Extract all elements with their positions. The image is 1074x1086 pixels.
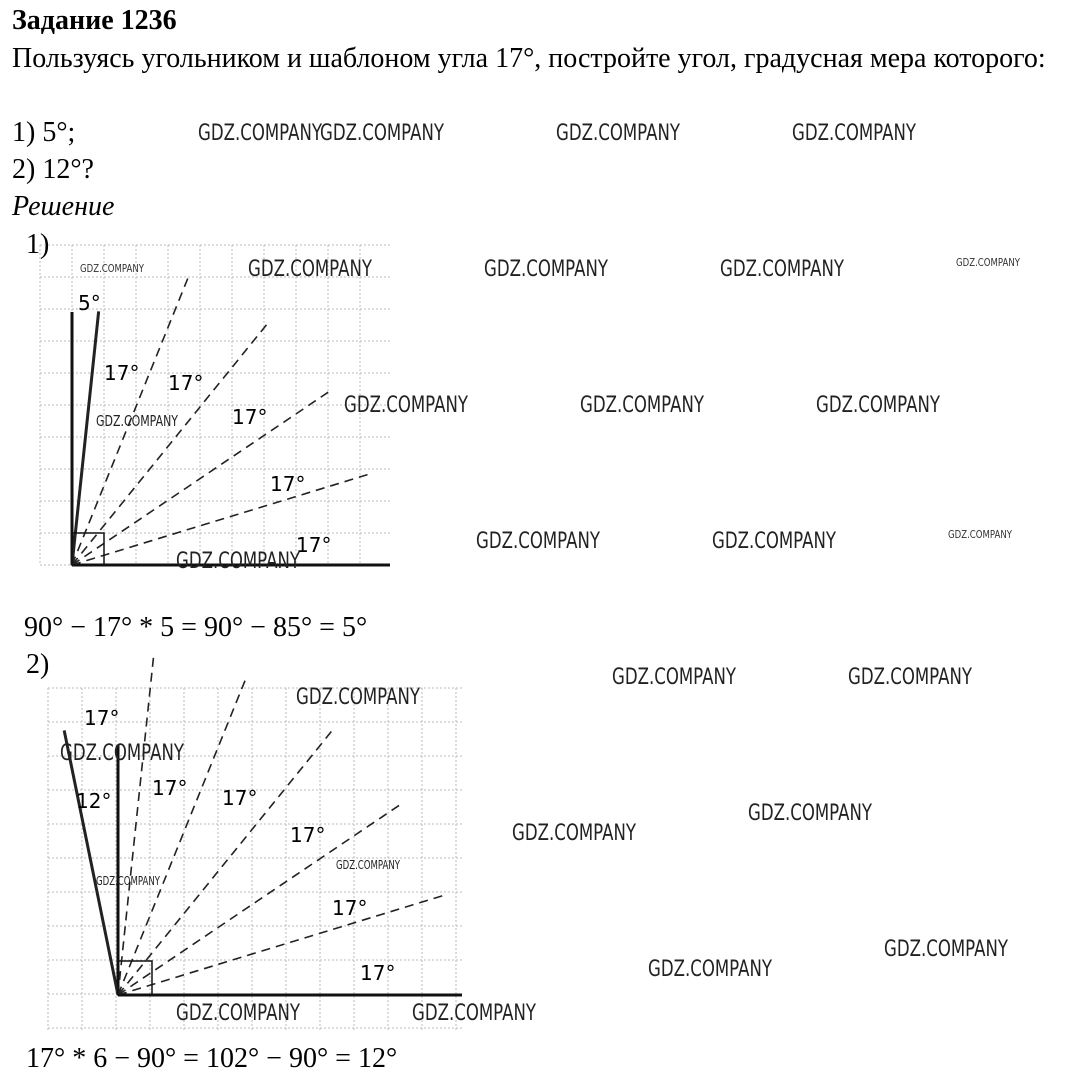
angle-label: 17°: [168, 371, 203, 395]
ray: [117, 801, 405, 996]
watermark: GDZ.COMPANY: [712, 529, 836, 554]
watermark: GDZ.COMPANY: [60, 741, 184, 766]
angle-label: 17°: [270, 472, 305, 496]
problem-item: 2) 12°?: [12, 154, 94, 185]
angle-label: 17°: [360, 961, 395, 985]
angle-label: 17°: [222, 786, 257, 810]
angle-label: 17°: [296, 533, 331, 557]
ray: [70, 311, 101, 566]
ray: [117, 674, 248, 996]
watermark: GDZ.COMPANY: [198, 121, 322, 146]
ray: [71, 472, 374, 566]
ray: [117, 651, 155, 996]
angle-label: 17°: [152, 776, 187, 800]
watermark: GDZ.COMPANY: [612, 665, 736, 690]
ray: [71, 319, 271, 566]
angle-label: 17°: [84, 706, 119, 730]
equation: 90° − 17° * 5 = 90° − 85° = 5°: [24, 612, 368, 643]
watermark: GDZ.COMPANY: [296, 685, 420, 710]
watermark: GDZ.COMPANY: [96, 874, 160, 888]
angle-label: 17°: [290, 823, 325, 847]
watermark: GDZ.COMPANY: [344, 393, 468, 418]
watermark: GDZ.COMPANY: [816, 393, 940, 418]
ray: [71, 272, 191, 566]
angle-label: 5°: [78, 291, 101, 315]
watermark: GDZ.COMPANY: [648, 957, 772, 982]
watermark: GDZ.COMPANY: [748, 801, 872, 826]
ray: [117, 893, 449, 996]
watermark: GDZ.COMPANY: [948, 528, 1012, 541]
watermark: GDZ.COMPANY: [412, 1001, 536, 1026]
watermark: GDZ.COMPANY: [848, 665, 972, 690]
angle-label: 12°: [76, 789, 111, 813]
watermark: GDZ.COMPANY: [884, 937, 1008, 962]
problem-item: 1) 5°;: [12, 117, 76, 148]
watermark: GDZ.COMPANY: [96, 412, 179, 430]
watermark: GDZ.COMPANY: [80, 262, 144, 275]
angle-label: 17°: [104, 361, 139, 385]
watermark: GDZ.COMPANY: [176, 549, 300, 574]
watermark: GDZ.COMPANY: [248, 257, 372, 282]
equation: 17° * 6 − 90° = 102° − 90° = 12°: [26, 1043, 398, 1074]
watermark: GDZ.COMPANY: [336, 858, 400, 872]
part-label: 2): [26, 649, 50, 680]
watermark: GDZ.COMPANY: [720, 257, 844, 282]
watermark: GDZ.COMPANY: [792, 121, 916, 146]
ray: [71, 388, 334, 566]
angle-label: 17°: [232, 405, 267, 429]
title: Задание 1236: [12, 5, 177, 36]
watermark: GDZ.COMPANY: [580, 393, 704, 418]
right-angle: [71, 532, 105, 566]
watermark: GDZ.COMPANY: [176, 1001, 300, 1026]
watermark: GDZ.COMPANY: [484, 257, 608, 282]
solution-heading: Решение: [12, 191, 115, 222]
watermark: GDZ.COMPANY: [320, 121, 444, 146]
watermark: GDZ.COMPANY: [556, 121, 680, 146]
ray: [62, 730, 120, 996]
watermark: GDZ.COMPANY: [512, 821, 636, 846]
watermark: GDZ.COMPANY: [476, 529, 600, 554]
ray: [117, 726, 336, 996]
watermark: GDZ.COMPANY: [956, 256, 1020, 269]
problem-text: Пользуясь угольником и шаблоном угла 17°…: [12, 43, 1046, 74]
part-label: 1): [26, 229, 50, 260]
right-angle: [117, 960, 153, 996]
angle-label: 17°: [332, 896, 367, 920]
